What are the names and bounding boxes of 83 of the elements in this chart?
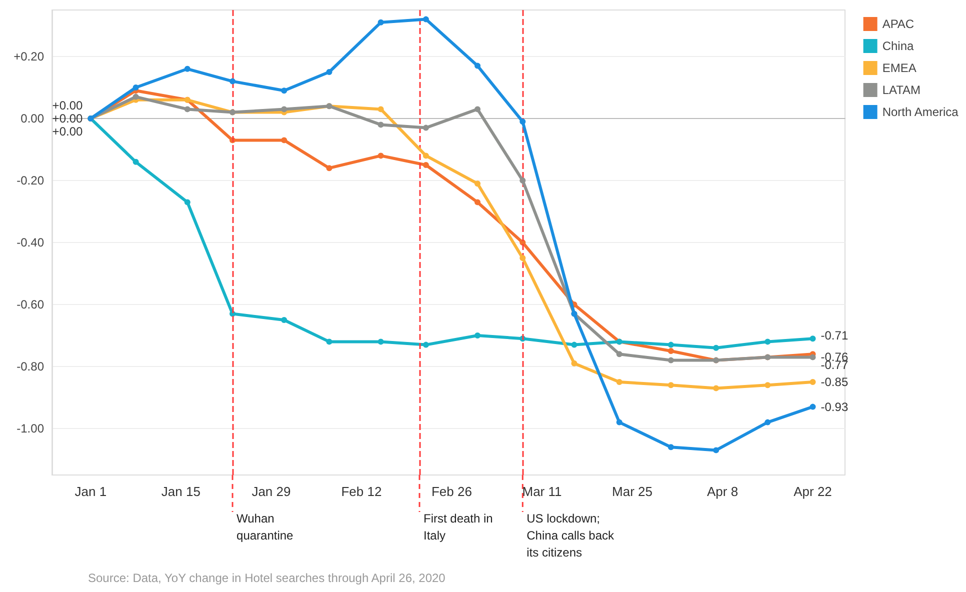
- point: [616, 419, 622, 426]
- y-tick-label: +0.20: [14, 50, 44, 64]
- point: [668, 342, 674, 348]
- data-label: +0.00: [52, 112, 83, 126]
- point: [184, 199, 190, 206]
- point: [184, 66, 190, 72]
- x-tick-label: Mar 25: [612, 484, 652, 499]
- y-tick-label: 0.00: [20, 112, 44, 126]
- point: [810, 354, 816, 360]
- point: [474, 332, 481, 338]
- data-label: -0.71: [820, 328, 848, 343]
- point: [230, 78, 236, 84]
- point: [713, 447, 720, 454]
- point: [713, 344, 720, 351]
- point: [520, 255, 526, 261]
- point: [326, 69, 332, 75]
- legend-label: North America: [882, 105, 959, 119]
- x-tick-label: Jan 15: [161, 484, 200, 499]
- point: [132, 84, 139, 90]
- y-tick-label: -1.00: [16, 422, 44, 436]
- point: [378, 19, 384, 26]
- point: [281, 317, 288, 323]
- point: [810, 336, 816, 342]
- point: [378, 106, 384, 112]
- point: [378, 338, 384, 345]
- point: [520, 178, 526, 184]
- point: [474, 199, 481, 206]
- point: [616, 379, 622, 385]
- data-label: -0.93: [820, 400, 848, 414]
- ref-line-label: US lockdown; China calls back its citizens: [526, 512, 618, 560]
- x-tick-label: Mar 11: [522, 484, 562, 499]
- data-label: +0.00: [52, 98, 83, 112]
- x-tick-label: Feb 26: [431, 484, 472, 499]
- point: [281, 88, 288, 94]
- data-label: +0.00: [52, 124, 83, 138]
- x-tick-label: Apr 8: [706, 484, 738, 499]
- point: [281, 137, 288, 144]
- legend-label: APAC: [882, 17, 914, 31]
- point: [520, 118, 526, 125]
- point: [132, 158, 139, 165]
- point: [764, 419, 771, 426]
- source-note: Source: Data, YoY change in Hotel searches through April 26, 2020: [88, 571, 446, 585]
- point: [474, 180, 481, 187]
- point: [474, 106, 481, 112]
- y-tick-label: -0.60: [16, 298, 44, 312]
- data-label: -0.85: [820, 375, 848, 389]
- ref-line-label: First death in Italy: [423, 512, 496, 542]
- point: [422, 162, 429, 168]
- point: [571, 342, 578, 348]
- point: [422, 342, 429, 348]
- x-tick-label: Jan 29: [252, 484, 291, 499]
- ref-line-label: Wuhan quarantine: [236, 512, 294, 542]
- point: [810, 379, 816, 385]
- legend-label: LATAM: [882, 83, 921, 97]
- point: [713, 385, 720, 392]
- point: [132, 94, 139, 100]
- point: [764, 382, 771, 388]
- point: [571, 360, 578, 366]
- point: [422, 124, 429, 131]
- point: [184, 106, 190, 112]
- point: [281, 106, 288, 112]
- point: [668, 348, 674, 354]
- y-tick-label: -0.40: [16, 236, 44, 250]
- x-tick-label: Apr 22: [794, 484, 832, 499]
- point: [326, 165, 332, 172]
- y-tick-label: -0.80: [16, 360, 44, 374]
- y-tick-label: -0.20: [16, 174, 44, 188]
- point: [378, 122, 384, 128]
- legend-label: China: [882, 39, 914, 53]
- point: [378, 152, 384, 159]
- x-tick-label: Jan 1: [74, 484, 107, 499]
- point: [668, 357, 674, 364]
- point: [616, 351, 622, 358]
- point: [326, 338, 332, 345]
- point: [474, 62, 481, 69]
- point: [668, 382, 674, 388]
- x-tick-label: Feb 12: [341, 484, 382, 499]
- point: [764, 338, 771, 345]
- point: [422, 16, 429, 22]
- legend-label: EMEA: [882, 61, 916, 75]
- point: [810, 404, 816, 410]
- point: [422, 152, 429, 159]
- point: [668, 444, 674, 450]
